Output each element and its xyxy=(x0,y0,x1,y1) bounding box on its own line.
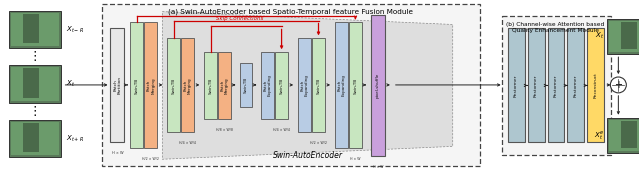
Polygon shape xyxy=(163,12,452,159)
Text: H × W: H × W xyxy=(372,165,383,169)
Text: H/4 × W/4: H/4 × W/4 xyxy=(179,141,196,145)
Text: H × W: H × W xyxy=(111,151,124,155)
Circle shape xyxy=(611,77,627,93)
Text: Swin-TB: Swin-TB xyxy=(172,77,176,94)
Bar xyxy=(9,120,61,157)
Bar xyxy=(218,52,231,119)
Bar xyxy=(568,28,584,142)
Text: Patch
Merging: Patch Merging xyxy=(220,77,229,94)
Bar xyxy=(181,38,195,133)
Text: Reconstruct: Reconstruct xyxy=(594,73,598,98)
Text: ⋮: ⋮ xyxy=(28,50,41,63)
Bar xyxy=(240,63,252,107)
Bar xyxy=(298,38,311,133)
Bar xyxy=(9,11,61,48)
Text: Swin-AutoEncoder: Swin-AutoEncoder xyxy=(273,151,343,160)
Bar xyxy=(261,52,274,119)
Bar xyxy=(102,4,479,166)
Text: Patch
Expanding: Patch Expanding xyxy=(263,75,272,96)
Text: H/2 × W/2: H/2 × W/2 xyxy=(310,141,327,145)
Bar xyxy=(371,15,385,156)
Bar xyxy=(621,121,637,148)
Text: H/4 × W/4: H/4 × W/4 xyxy=(273,128,290,131)
Bar xyxy=(349,23,362,148)
Text: Restormer: Restormer xyxy=(574,74,578,97)
Bar xyxy=(167,38,180,133)
Bar xyxy=(621,22,637,49)
Bar xyxy=(111,28,124,142)
Text: ⋮: ⋮ xyxy=(28,105,41,118)
Bar xyxy=(275,52,288,119)
Text: Patch
Expanding: Patch Expanding xyxy=(300,75,309,96)
Text: Patch
Merging: Patch Merging xyxy=(147,77,155,94)
Bar xyxy=(547,28,564,142)
Bar xyxy=(607,118,640,153)
Text: Restormer: Restormer xyxy=(554,74,558,97)
Bar xyxy=(9,65,61,103)
Text: H × W: H × W xyxy=(350,157,361,161)
Bar xyxy=(607,18,640,54)
Text: Skip Connections: Skip Connections xyxy=(216,16,264,21)
Text: +: + xyxy=(614,80,622,90)
Bar xyxy=(22,123,38,152)
Bar xyxy=(508,28,525,142)
Text: H/2 × W/2: H/2 × W/2 xyxy=(142,157,159,161)
Bar xyxy=(22,68,38,98)
Bar xyxy=(312,38,325,133)
Text: Swin-TB: Swin-TB xyxy=(135,77,139,94)
Bar xyxy=(22,14,38,43)
Text: $X_t^e$: $X_t^e$ xyxy=(594,129,604,142)
Text: $X_{t-R}$: $X_{t-R}$ xyxy=(65,24,83,35)
Bar xyxy=(527,28,545,142)
Bar xyxy=(11,67,59,101)
Text: Swin-TB: Swin-TB xyxy=(353,77,357,94)
Text: Patch
Partition: Patch Partition xyxy=(113,76,122,95)
Text: Patch
Merging: Patch Merging xyxy=(184,77,192,94)
Bar xyxy=(11,13,59,46)
Text: H/8 × W/8: H/8 × W/8 xyxy=(216,128,233,131)
Text: Swin-TB: Swin-TB xyxy=(317,77,321,94)
Text: Swin-TB: Swin-TB xyxy=(209,77,212,94)
Text: $X_t$: $X_t$ xyxy=(595,31,604,42)
Bar xyxy=(204,52,217,119)
Bar xyxy=(502,16,611,155)
Text: Restormer: Restormer xyxy=(534,74,538,97)
Text: (a) Swin-AutoEncoder based Spatio-Temporal feature Fusion Module: (a) Swin-AutoEncoder based Spatio-Tempor… xyxy=(168,9,413,15)
Bar xyxy=(11,122,59,155)
Text: Restormer: Restormer xyxy=(514,74,518,97)
Text: $X_t$: $X_t$ xyxy=(65,79,75,89)
Bar xyxy=(145,23,157,148)
Text: Patch
Expanding: Patch Expanding xyxy=(337,75,346,96)
Bar xyxy=(609,21,640,52)
Text: Swin-TB: Swin-TB xyxy=(244,77,248,93)
Bar xyxy=(335,23,348,148)
Text: $X_{t+R}$: $X_{t+R}$ xyxy=(65,133,83,143)
Bar xyxy=(131,23,143,148)
Text: pixel-shuffle: pixel-shuffle xyxy=(376,73,380,98)
Bar xyxy=(588,28,604,142)
Text: Swin-TB: Swin-TB xyxy=(280,77,284,94)
Text: (b) Channel-wise Attention based
Quality Enhancement Module: (b) Channel-wise Attention based Quality… xyxy=(506,23,605,33)
Bar xyxy=(609,120,640,151)
